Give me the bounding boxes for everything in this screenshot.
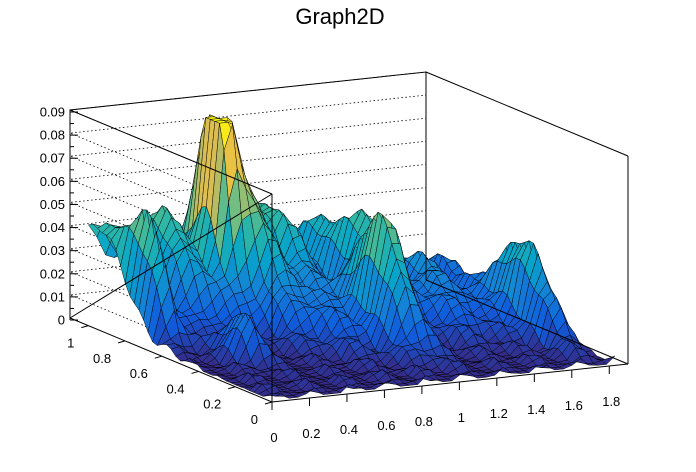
z-tick-label: 0.04 xyxy=(40,220,65,235)
z-tick-label: 0 xyxy=(58,313,65,328)
z-axis: 0 0.01 0.02 0.03 0.04 0.05 0.06 0.07 0.08 0.09 xyxy=(40,105,78,328)
frame-bottom-right xyxy=(425,279,629,365)
surface-cell xyxy=(601,355,616,365)
frame-top-left xyxy=(69,109,273,195)
y-axis: 0 0.2 0.4 0.6 0.8 1 xyxy=(67,325,273,427)
x-axis: 0 0.2 0.4 0.6 0.8 1 1.2 1.4 1.6 1.8 xyxy=(270,366,620,445)
frame-top-right xyxy=(425,71,629,157)
x-tick-label: 1.8 xyxy=(602,394,620,409)
y-tick-mark xyxy=(264,401,273,405)
z-tick-label: 0.03 xyxy=(40,243,65,258)
x-tick-label: 0.8 xyxy=(415,414,433,429)
y-tick-mark xyxy=(117,340,126,344)
x-tick-label: 0.6 xyxy=(377,418,395,433)
z-tick-label: 0.09 xyxy=(40,105,65,120)
y-tick-mark xyxy=(191,370,199,374)
z-tick-label: 0.02 xyxy=(40,266,65,281)
x-tick-label: 1.4 xyxy=(527,402,545,417)
x-tick-label: 1.2 xyxy=(490,406,508,421)
y-tick-mark xyxy=(81,325,89,329)
frame-bottom-left xyxy=(69,317,273,403)
y-tick-label: 0.2 xyxy=(203,397,221,412)
x-tick-label: 1 xyxy=(458,410,465,425)
x-tick-label: 0.4 xyxy=(340,422,358,437)
y-tick-label: 0.4 xyxy=(166,381,184,396)
grid-line-z-9 xyxy=(69,71,427,195)
y-tick-mark xyxy=(154,355,162,359)
z-tick-label: 0.01 xyxy=(40,289,65,304)
x-tick-label: 1.6 xyxy=(565,398,583,413)
y-tick-label: 1 xyxy=(67,336,74,351)
x-tick-label: 0 xyxy=(270,430,277,445)
z-tick-label: 0.06 xyxy=(40,174,65,189)
z-tick-label: 0.07 xyxy=(40,151,65,166)
z-tick-label: 0.08 xyxy=(40,128,65,143)
frame-bottom-front xyxy=(271,363,629,403)
z-tick-label: 0.05 xyxy=(40,197,65,212)
y-tick-label: 0 xyxy=(251,412,258,427)
surface-mesh xyxy=(88,114,616,399)
frame-diagonal xyxy=(69,193,273,319)
y-tick-label: 0.8 xyxy=(93,351,111,366)
y-tick-label: 0.6 xyxy=(130,366,148,381)
y-tick-mark xyxy=(228,386,236,390)
x-tick-label: 0.2 xyxy=(302,426,320,441)
chart-title: Graph2D xyxy=(295,4,384,29)
